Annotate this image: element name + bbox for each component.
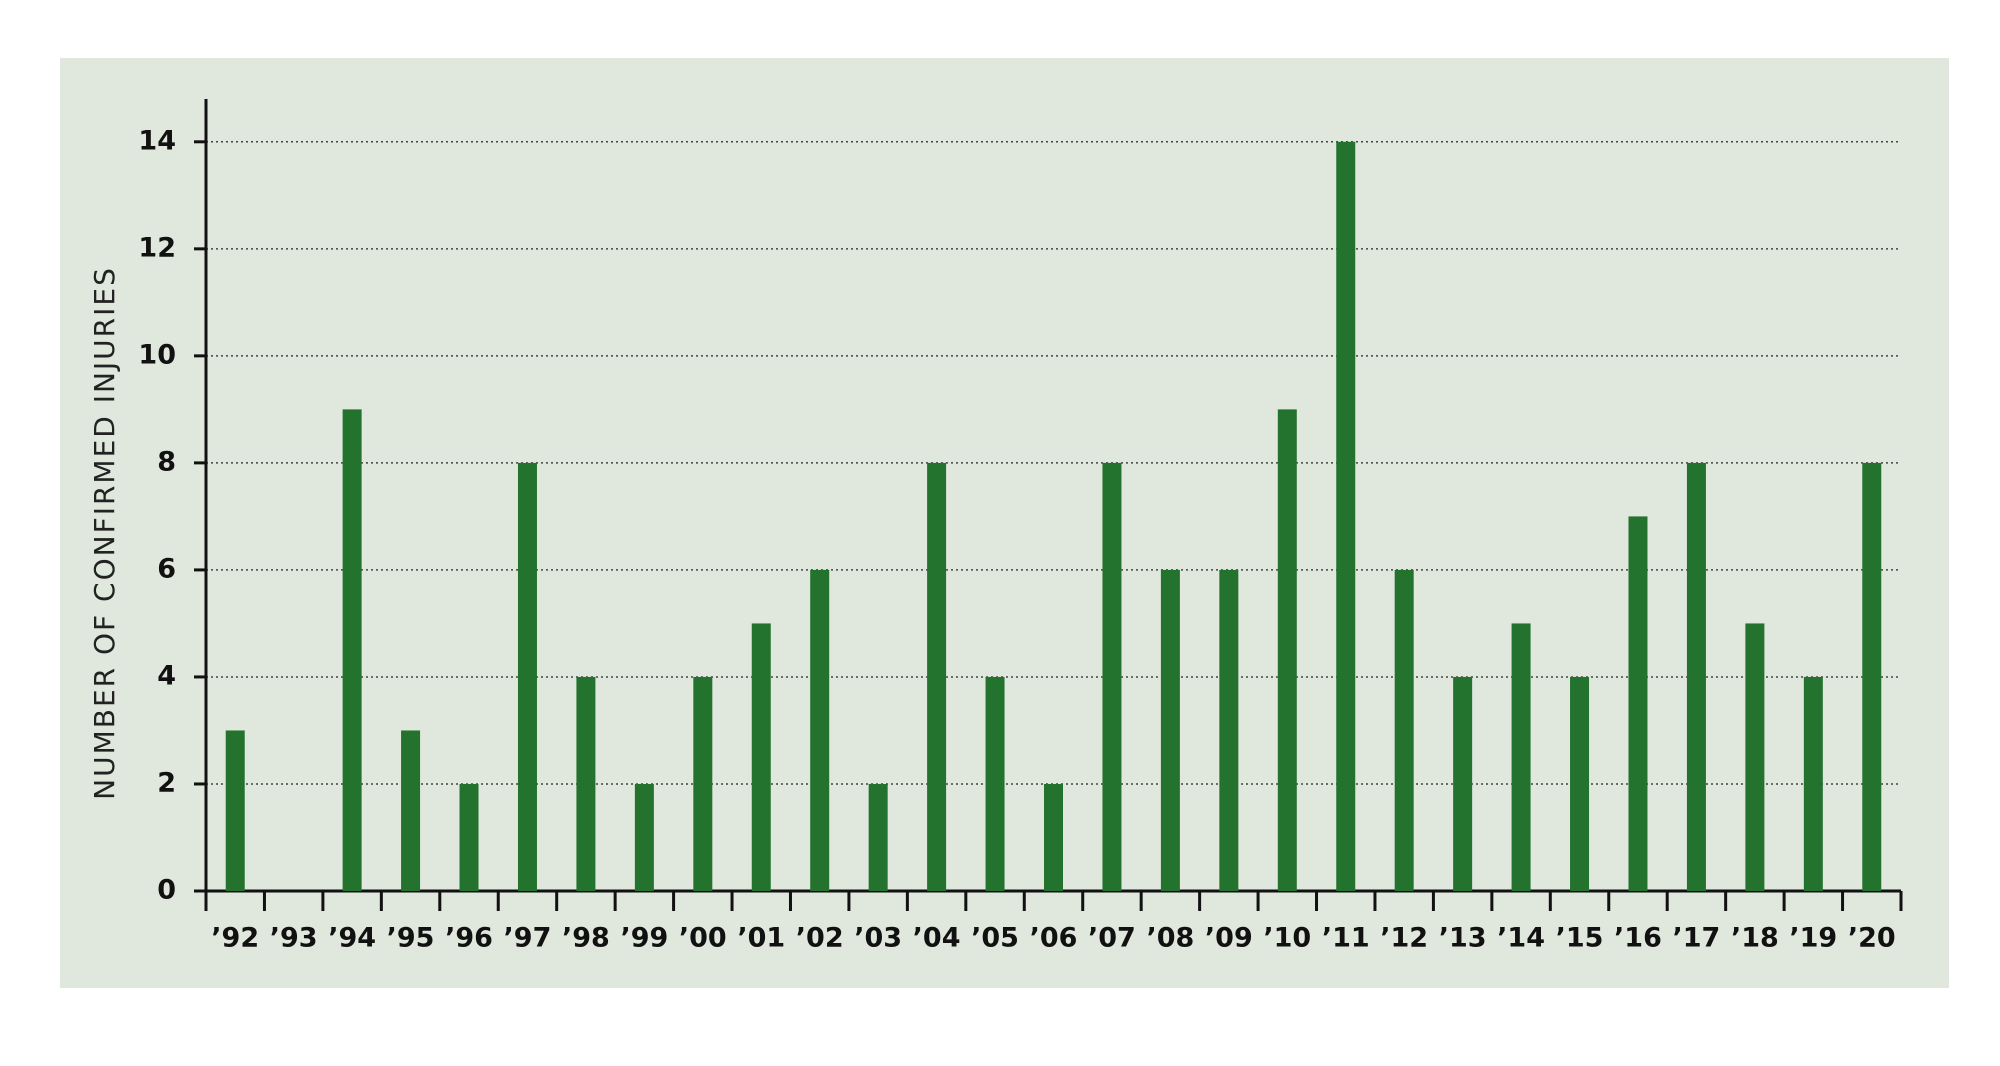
bar <box>1803 676 1823 891</box>
x-tick-label: ’99 <box>620 923 668 954</box>
bar <box>634 783 654 891</box>
bar <box>1277 409 1297 891</box>
bar <box>517 462 537 891</box>
bar <box>401 730 421 891</box>
x-tick-label: ’12 <box>1380 923 1428 954</box>
x-tick-label: ’09 <box>1205 923 1253 954</box>
x-tick-label: ’15 <box>1556 923 1604 954</box>
bar <box>1686 462 1706 891</box>
x-tick-label: ’02 <box>796 923 844 954</box>
bar <box>1453 676 1473 891</box>
x-tick-label: ’03 <box>854 923 902 954</box>
y-tick-label: 8 <box>157 446 176 477</box>
x-tick-label: ’97 <box>504 923 552 954</box>
x-tick-label: ’06 <box>1030 923 1078 954</box>
x-tick-label: ’16 <box>1614 923 1662 954</box>
bar <box>810 569 830 891</box>
y-tick-label: 10 <box>138 339 176 370</box>
bar <box>751 623 771 891</box>
x-tick-label: ’95 <box>387 923 435 954</box>
x-tick-label: ’98 <box>562 923 610 954</box>
x-tick-label: ’94 <box>328 923 376 954</box>
x-tick-label: ’07 <box>1088 923 1136 954</box>
x-tick-label: ’13 <box>1439 923 1487 954</box>
x-tick-label: ’11 <box>1322 923 1370 954</box>
bar <box>342 409 362 891</box>
bar <box>985 676 1005 891</box>
bar <box>225 730 245 891</box>
bar <box>1511 623 1531 891</box>
x-tick-label: ’17 <box>1673 923 1721 954</box>
bar <box>1862 462 1882 891</box>
x-tick-label: ’93 <box>270 923 318 954</box>
y-tick-label: 6 <box>157 553 176 584</box>
x-tick-label: ’00 <box>679 923 727 954</box>
bar <box>1336 141 1356 892</box>
x-tick-label: ’01 <box>737 923 785 954</box>
x-tick-label: ’18 <box>1731 923 1779 954</box>
x-tick-label: ’04 <box>913 923 961 954</box>
y-tick-label: 2 <box>157 767 176 798</box>
y-tick-label: 4 <box>157 660 176 691</box>
y-tick-label: 14 <box>138 125 176 156</box>
bar <box>927 462 947 891</box>
bar <box>1102 462 1122 891</box>
x-tick-label: ’19 <box>1789 923 1837 954</box>
y-tick-label: 12 <box>138 232 176 263</box>
x-tick-label: ’20 <box>1848 923 1896 954</box>
bar <box>1745 623 1765 891</box>
bar <box>868 783 888 891</box>
bar <box>1570 676 1590 891</box>
bar <box>693 676 713 891</box>
bar <box>1160 569 1180 891</box>
bar <box>1044 783 1063 891</box>
x-tick-label: ’14 <box>1497 923 1545 954</box>
x-tick-label: ’10 <box>1263 923 1311 954</box>
bar <box>576 676 596 891</box>
bar <box>459 783 479 891</box>
x-tick-label: ’96 <box>445 923 493 954</box>
x-tick-label: ’92 <box>211 923 259 954</box>
bar <box>1219 569 1239 891</box>
y-tick-label: 0 <box>157 875 176 906</box>
x-tick-label: ’08 <box>1146 923 1194 954</box>
x-tick-label: ’05 <box>971 923 1019 954</box>
bar <box>1628 516 1648 891</box>
bar <box>1394 569 1414 891</box>
y-axis-label: NUMBER OF CONFIRMED INJURIES <box>88 266 121 800</box>
